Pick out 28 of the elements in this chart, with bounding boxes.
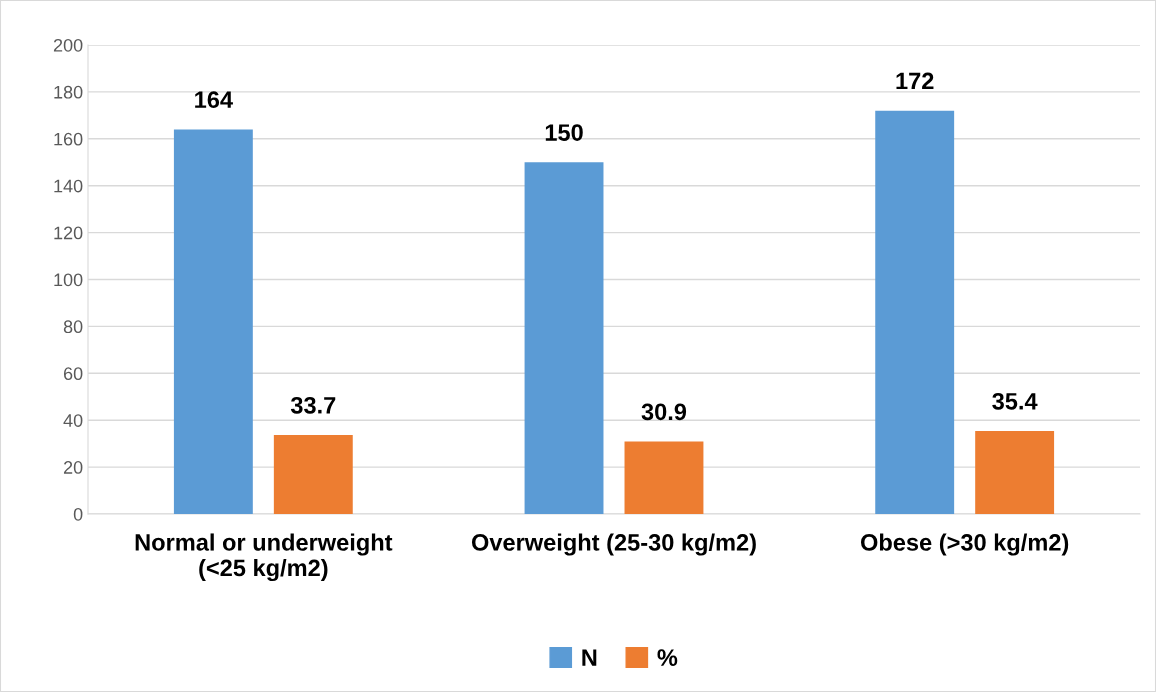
y-tick-label: 0: [73, 507, 83, 521]
data-label: 35.4: [992, 392, 1038, 410]
y-tick-label: 160: [54, 132, 83, 146]
data-label: 33.7: [290, 396, 336, 414]
y-tick-label: 100: [54, 273, 83, 287]
y-tick-label: 40: [63, 414, 83, 427]
bar: [524, 162, 604, 514]
y-tick-label: 140: [54, 179, 83, 193]
x-tick-label: Normal or underweight (<25 kg/m2): [135, 533, 393, 582]
y-tick-label: 120: [54, 226, 83, 240]
x-tick-label: Overweight (25-30 kg/m2): [471, 533, 756, 556]
y-tick-label: 20: [63, 461, 83, 474]
y-tick-label: 200: [53, 38, 83, 52]
legend-label: %: [657, 649, 678, 666]
y-tick-label: 80: [63, 320, 83, 334]
bar: [875, 110, 955, 514]
bar: [624, 441, 704, 514]
data-label: 164: [195, 91, 233, 109]
bar: [173, 129, 253, 514]
x-tick-label: Obese (>30 kg/m2): [860, 533, 1069, 556]
data-label: 30.9: [641, 403, 687, 421]
y-tick-label: 180: [54, 85, 83, 99]
y-tick-label: 60: [63, 367, 83, 381]
bar: [975, 430, 1055, 514]
data-label: 172: [896, 72, 934, 90]
data-label: 150: [545, 124, 583, 141]
legend-label: N: [582, 649, 597, 666]
bar: [273, 434, 353, 514]
